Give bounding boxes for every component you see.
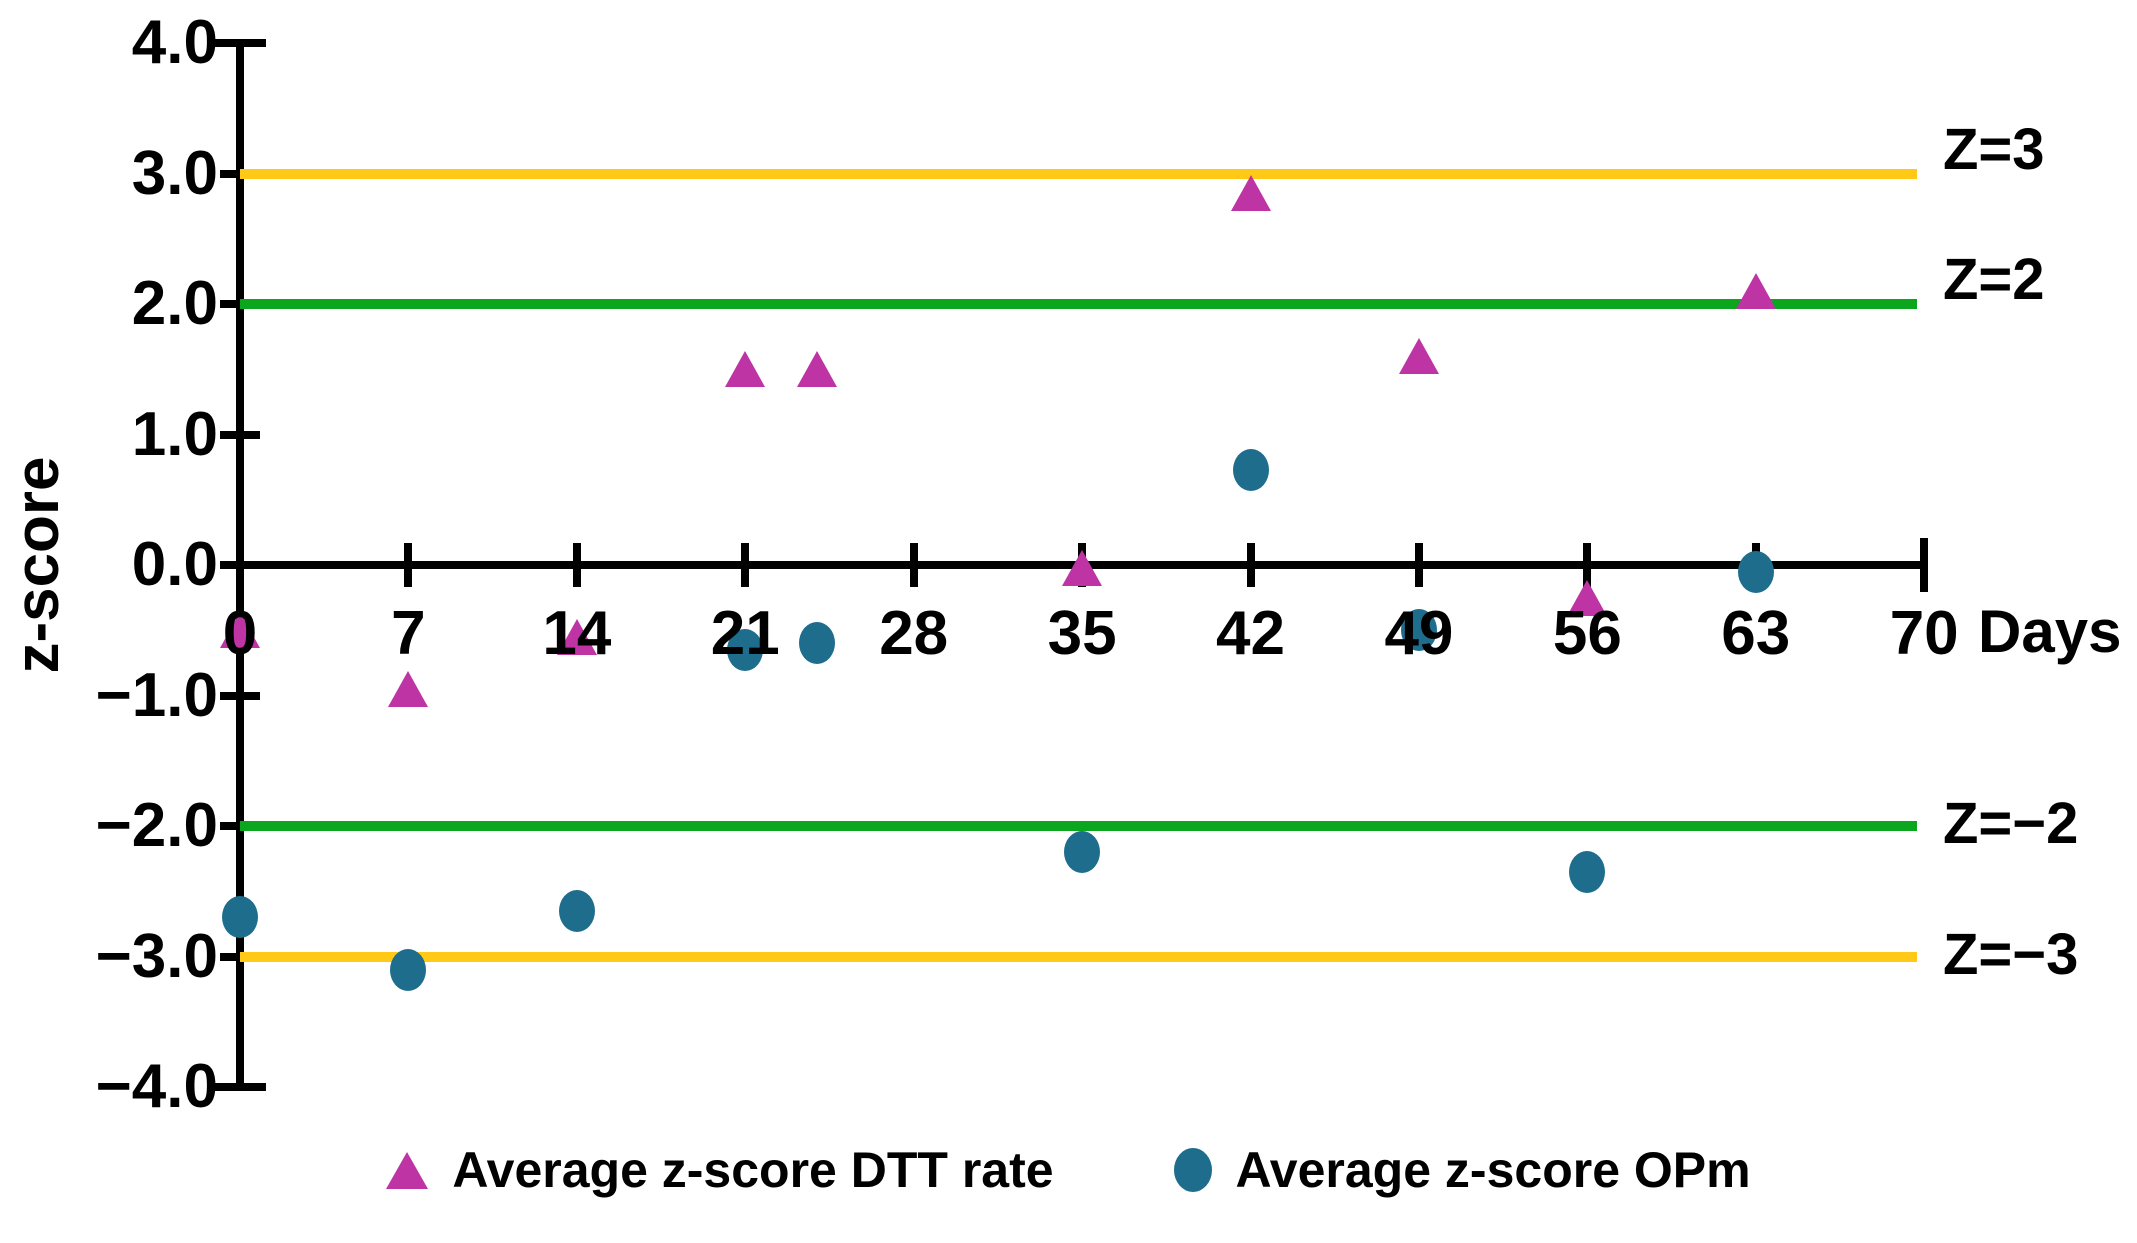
data-point-dtt-rate bbox=[725, 351, 766, 388]
y-tick bbox=[220, 561, 260, 569]
data-point-opm bbox=[727, 628, 764, 671]
x-tick bbox=[741, 543, 750, 587]
x-tick-label: 14 bbox=[542, 599, 612, 668]
x-tick-label: 49 bbox=[1384, 599, 1454, 668]
y-tick-label: 2.0 bbox=[131, 269, 218, 338]
data-point-opm bbox=[390, 948, 427, 991]
x-tick-label: 7 bbox=[391, 599, 426, 668]
data-point-dtt-rate bbox=[556, 618, 597, 655]
x-tick-label: 0 bbox=[222, 599, 258, 668]
y-tick bbox=[220, 691, 260, 700]
x-tick bbox=[1583, 543, 1592, 587]
data-point-opm bbox=[1064, 831, 1101, 874]
data-point-dtt-rate bbox=[1398, 338, 1439, 375]
x-tick bbox=[572, 543, 581, 587]
y-tick-label: −4.0 bbox=[95, 1052, 218, 1121]
x-tick-label: 42 bbox=[1216, 599, 1285, 668]
data-point-opm bbox=[799, 622, 836, 665]
data-point-dtt-rate bbox=[1735, 272, 1776, 309]
threshold-label: Z=−2 bbox=[1943, 791, 2079, 856]
y-tick-label: 1.0 bbox=[131, 399, 218, 469]
y-tick-label: −2.0 bbox=[95, 791, 218, 860]
threshold-label: Z=−3 bbox=[1943, 921, 2079, 987]
y-tick-label: 0.0 bbox=[131, 530, 218, 599]
threshold-label: Z=3 bbox=[1943, 116, 2045, 182]
legend-triangle-marker-icon bbox=[386, 1151, 429, 1189]
x-tick-label: 21 bbox=[710, 599, 780, 668]
legend-label-opm: Average z-score OPm bbox=[1235, 1142, 1751, 1198]
x-tick-label: 28 bbox=[879, 599, 949, 668]
y-tick-label: 3.0 bbox=[131, 138, 218, 208]
data-point-opm bbox=[558, 889, 595, 932]
data-point-dtt-rate bbox=[388, 670, 429, 707]
x-tick bbox=[909, 543, 918, 587]
data-point-dtt-rate bbox=[797, 351, 838, 388]
threshold-label: Z=2 bbox=[1943, 247, 2045, 312]
data-point-opm bbox=[1232, 448, 1269, 491]
legend-circle-marker-icon bbox=[1173, 1148, 1212, 1192]
x-tick bbox=[404, 543, 413, 587]
threshold-line-z2 bbox=[240, 821, 1917, 831]
data-point-dtt-rate bbox=[220, 612, 260, 649]
x-tick bbox=[1246, 543, 1255, 587]
x-tick-label: 70 bbox=[1889, 599, 1959, 668]
x-tick-label: 56 bbox=[1552, 599, 1622, 668]
data-point-dtt-rate bbox=[1230, 175, 1271, 212]
legend-item-dtt-rate: Average z-score DTT rate bbox=[386, 1142, 1054, 1198]
data-point-opm bbox=[222, 896, 258, 939]
y-tick bbox=[220, 430, 260, 439]
threshold-line-z3 bbox=[240, 951, 1917, 962]
data-point-opm bbox=[1569, 850, 1606, 893]
legend-label-dtt-rate: Average z-score DTT rate bbox=[452, 1142, 1054, 1198]
legend-item-opm: Average z-score OPm bbox=[1173, 1142, 1751, 1198]
y-tick bbox=[220, 1083, 260, 1091]
data-point-dtt-rate bbox=[1062, 549, 1103, 586]
threshold-line-z2 bbox=[240, 299, 1917, 309]
x-tick bbox=[1414, 543, 1423, 587]
data-point-dtt-rate bbox=[1567, 579, 1608, 616]
y-tick-label: 4.0 bbox=[131, 8, 218, 77]
threshold-line-z3 bbox=[240, 168, 1917, 179]
x-tick-label: 35 bbox=[1047, 599, 1117, 668]
y-tick-label: −1.0 bbox=[95, 660, 218, 730]
y-tick-label: −3.0 bbox=[95, 921, 218, 991]
y-tick bbox=[220, 39, 260, 47]
legend: Average z-score DTT rate Average z-score… bbox=[0, 1142, 2137, 1198]
data-point-opm bbox=[1400, 609, 1437, 652]
x-axis-title: Days bbox=[1978, 598, 2122, 665]
x-tick-label: 63 bbox=[1721, 599, 1791, 668]
data-point-opm bbox=[1737, 550, 1774, 593]
x-axis-end-cap bbox=[1920, 538, 1929, 592]
